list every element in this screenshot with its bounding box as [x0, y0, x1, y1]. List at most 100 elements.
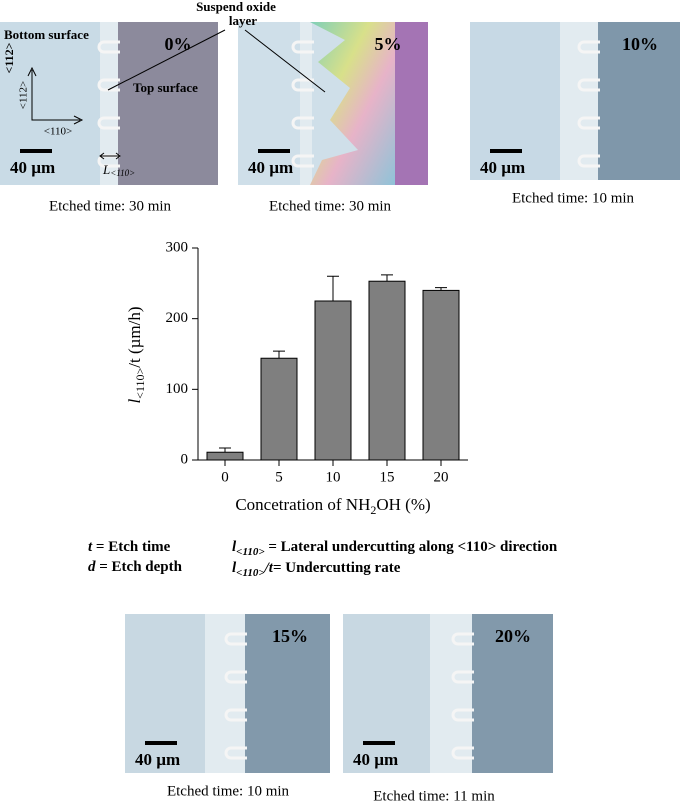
- legend: t = Etch time d = Etch depth l<110> = La…: [88, 539, 558, 578]
- bar: [260, 357, 298, 461]
- undercut: [224, 746, 247, 760]
- micrograph-right: [118, 22, 218, 185]
- undercut: [291, 154, 314, 168]
- legend-part: l: [232, 539, 237, 555]
- legend-part: = Etch depth: [96, 559, 183, 575]
- micrograph-right: [245, 614, 330, 773]
- bar: [422, 289, 460, 461]
- y-label-part: l: [125, 399, 144, 404]
- scale-label: 40 µm: [248, 158, 293, 177]
- y-axis-label: l<110>/t (µm/h): [125, 306, 147, 403]
- legend-item: d = Etch depth: [88, 559, 183, 575]
- pointer: [244, 29, 326, 93]
- undercut: [97, 40, 120, 54]
- annotation-part: <110>: [110, 168, 135, 178]
- micrograph-groove: [100, 22, 118, 185]
- error-bar: [381, 274, 393, 282]
- caption: Etched time: 30 min: [49, 198, 172, 214]
- scale-bar: [490, 149, 522, 153]
- x-tick-label: 5: [275, 469, 283, 485]
- undercut: [224, 708, 247, 722]
- scale-bar: [20, 149, 52, 153]
- legend-item: l<110> = Lateral undercutting along <110…: [232, 539, 558, 557]
- scale-label: 40 µm: [10, 158, 55, 177]
- l-arrow: [99, 152, 121, 160]
- pointer: [107, 29, 226, 91]
- undercut: [577, 40, 600, 54]
- scale-bar: [258, 149, 290, 153]
- direction-arrows: [27, 66, 84, 125]
- undercut: [577, 78, 600, 92]
- concentration-label: 5%: [375, 34, 402, 54]
- concentration-label: 20%: [495, 626, 531, 646]
- micrograph-right: [395, 22, 428, 185]
- bar: [314, 300, 352, 461]
- undercut: [291, 116, 314, 130]
- y-tick-label: 100: [166, 381, 189, 397]
- undercut: [224, 670, 247, 684]
- caption: Etched time: 10 min: [512, 190, 635, 206]
- undercut: [577, 154, 600, 168]
- undercut: [291, 78, 314, 92]
- error-bar: [273, 350, 285, 359]
- concentration-label: 0%: [165, 34, 192, 54]
- undercut: [97, 116, 120, 130]
- legend-part: t: [88, 539, 93, 555]
- annotation-part: L: [102, 162, 110, 177]
- micrograph-right: [472, 614, 553, 773]
- scale-label: 40 µm: [135, 750, 180, 769]
- undercut: [451, 746, 474, 760]
- micrograph-groove: [300, 22, 312, 185]
- x-tick-label: 0: [221, 469, 229, 485]
- scale-label: 40 µm: [353, 750, 398, 769]
- concentration-label: 15%: [272, 626, 308, 646]
- caption: Etched time: 30 min: [269, 198, 392, 214]
- undercut: [97, 78, 120, 92]
- x-label-part: OH (%): [376, 495, 430, 514]
- y-tick-label: 300: [166, 239, 189, 255]
- scale-label: 40 µm: [480, 158, 525, 177]
- x-tick-label: 20: [434, 469, 449, 485]
- oxide-layer: [310, 22, 395, 185]
- legend-part: d: [88, 559, 96, 575]
- legend-part: = Undercutting rate: [273, 560, 401, 576]
- undercut: [224, 632, 247, 646]
- undercut: [451, 632, 474, 646]
- legend-part: = Lateral undercutting along <110> direc…: [265, 539, 558, 555]
- y-label-part: <110>: [133, 367, 147, 398]
- undercut: [451, 708, 474, 722]
- annotation: L<110>: [102, 162, 135, 178]
- error-bar: [435, 287, 447, 291]
- scale-bar: [363, 741, 395, 745]
- legend-part: l: [232, 560, 237, 576]
- legend-part: <110>: [236, 546, 264, 558]
- undercut: [451, 670, 474, 684]
- y-tick-label: 0: [181, 451, 189, 467]
- undercut: [291, 40, 314, 54]
- annotation: Suspend oxide: [196, 0, 276, 14]
- x-label-part: Concetration of NH: [235, 495, 370, 514]
- legend-item: t = Etch time: [88, 539, 171, 555]
- annotation: Bottom surface: [4, 27, 89, 42]
- caption: Etched time: 10 min: [167, 783, 290, 799]
- annotation: layer: [229, 13, 257, 28]
- annotation: <112>: [18, 81, 30, 110]
- legend-part: /t: [264, 560, 274, 576]
- error-bar: [219, 447, 231, 453]
- legend-part: = Etch time: [92, 539, 170, 555]
- bar: [368, 280, 406, 461]
- x-tick-label: 10: [326, 469, 341, 485]
- y-tick-label: 200: [166, 310, 189, 326]
- annotation: Top surface: [133, 80, 198, 95]
- annotation: <112>: [2, 42, 16, 73]
- bar: [206, 451, 244, 461]
- error-bar: [327, 275, 339, 301]
- micrograph-right: [598, 22, 680, 180]
- x-axis-label: Concetration of NH2OH (%): [235, 495, 430, 517]
- x-label-part: 2: [370, 503, 376, 517]
- legend-item: l<110>/t= Undercutting rate: [232, 560, 401, 578]
- undercut: [577, 116, 600, 130]
- x-tick-label: 15: [380, 469, 395, 485]
- annotation: <110>: [44, 126, 73, 138]
